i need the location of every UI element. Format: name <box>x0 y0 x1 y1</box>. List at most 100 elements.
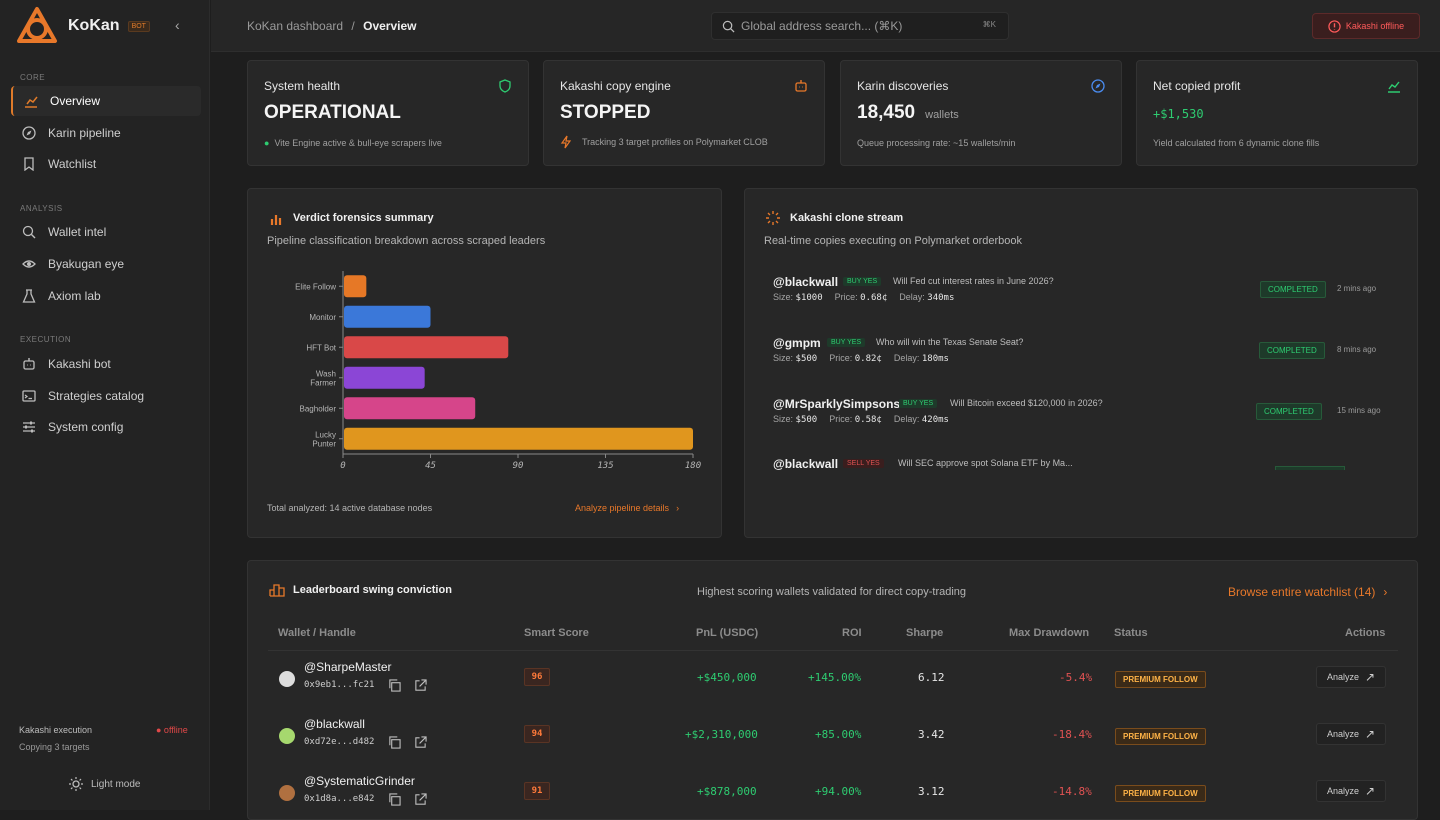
sliders-icon <box>22 420 36 434</box>
sidebar-item-label: Kakashi bot <box>48 357 111 371</box>
x-tick-label: 135 <box>597 461 613 471</box>
analyze-button[interactable]: Analyze ↗ <box>1316 723 1386 745</box>
bar-wash-farmer <box>344 366 425 389</box>
stat-card-net-profit: Net copied profit +$1,530 Yield calculat… <box>1136 60 1418 166</box>
x-tick-label: 180 <box>685 461 701 471</box>
sidebar-item-strategies-catalog[interactable]: Strategies catalog <box>11 381 201 411</box>
collapse-sidebar-icon[interactable]: ‹ <box>175 17 180 33</box>
stat-value: 18,450 wallets <box>857 102 959 123</box>
bolt-icon <box>560 135 572 149</box>
stream-meta: Size: $500 Price: 0.58¢ Delay: 420ms <box>773 414 949 425</box>
sidebar-item-system-config[interactable]: System config <box>11 412 201 442</box>
row-handle[interactable]: @blackwall <box>304 717 365 731</box>
stream-item[interactable]: @blackwall SELL YES Will SEC approve spo… <box>773 457 1383 470</box>
stat-sub: Yield calculated from 6 dynamic clone fi… <box>1153 138 1320 148</box>
copy-icon[interactable] <box>388 679 401 692</box>
col-sharpe[interactable]: Sharpe <box>906 627 944 639</box>
light-mode-toggle[interactable]: Light mode <box>68 776 140 792</box>
chart-icon <box>24 94 38 108</box>
eye-icon <box>22 257 36 271</box>
roi-value: +145.00% <box>808 671 861 684</box>
sidebar-item-watchlist[interactable]: Watchlist <box>11 149 201 179</box>
section-label-execution: EXECUTION <box>20 335 72 344</box>
col-roi[interactable]: ROI <box>842 627 862 639</box>
col-actions[interactable]: Actions <box>1345 627 1386 639</box>
sidebar: KoKan BOT ‹ CORE Overview Karin pipeline… <box>0 0 210 810</box>
stat-value: STOPPED <box>560 102 651 123</box>
search-input[interactable]: Global address search... (⌘K) ⌘K <box>711 12 1009 40</box>
sidebar-item-byakugan-eye[interactable]: Byakugan eye <box>11 249 201 279</box>
row-address: 0x1d8a...e842 <box>304 794 375 804</box>
kakashi-offline-button[interactable]: Kakashi offline <box>1312 13 1420 39</box>
chevron-right-icon: › <box>676 503 680 513</box>
breadcrumb: KoKan dashboard / Overview <box>247 19 416 33</box>
stream-item[interactable]: @gmpm BUY YES Who will win the Texas Sen… <box>773 336 1383 376</box>
sidebar-item-overview[interactable]: Overview <box>11 86 201 116</box>
analyze-button[interactable]: Analyze ↗ <box>1316 666 1386 688</box>
brand[interactable]: KoKan BOT <box>14 6 150 46</box>
x-tick-label: 90 <box>513 461 524 471</box>
smart-score-badge: 91 <box>524 782 550 800</box>
stat-title: Net copied profit <box>1153 79 1241 93</box>
sidebar-item-label: Karin pipeline <box>48 126 121 140</box>
stream-question: Who will win the Texas Senate Seat? <box>876 337 1024 347</box>
stream-handle: @MrSparklySimpsons <box>773 397 901 411</box>
analyze-button[interactable]: Analyze ↗ <box>1316 780 1386 802</box>
stream-item[interactable]: @blackwall BUY YES Will Fed cut interest… <box>773 275 1383 315</box>
col-pnl[interactable]: PnL (USDC) <box>696 627 759 639</box>
sharpe-value: 6.12 <box>918 671 945 684</box>
smart-score-badge: 96 <box>524 668 550 686</box>
verdict-panel: Verdict forensics summary Pipeline class… <box>247 188 722 538</box>
row-handle[interactable]: @SharpeMaster <box>304 660 392 674</box>
y-tick-label: Lucky Punter <box>312 430 336 448</box>
burst-icon <box>766 211 780 225</box>
arrow-up-right-icon: ↗ <box>1364 784 1376 798</box>
bot-icon <box>22 357 36 371</box>
stat-unit: wallets <box>925 109 959 121</box>
external-link-icon[interactable] <box>414 679 427 692</box>
external-link-icon[interactable] <box>414 793 427 806</box>
sidebar-item-label: System config <box>48 420 124 434</box>
row-handle[interactable]: @SystematicGrinder <box>304 774 415 788</box>
sidebar-item-label: Byakugan eye <box>48 257 125 271</box>
col-smart-score[interactable]: Smart Score <box>524 627 589 639</box>
completed-badge: COMPLETED <box>1256 403 1322 420</box>
sidebar-item-label: Wallet intel <box>48 225 107 239</box>
flask-icon <box>22 289 36 303</box>
row-address: 0x9eb1...fc21 <box>304 680 375 690</box>
verdict-chart: Elite Follow Monitor HFT Bot Wash Farmer Bagh… <box>295 271 701 471</box>
alert-icon <box>1328 19 1341 33</box>
stat-title: Karin discoveries <box>857 79 949 93</box>
analyze-pipeline-link[interactable]: Analyze pipeline details › <box>575 503 680 513</box>
col-status[interactable]: Status <box>1114 627 1148 639</box>
stream-item[interactable]: @MrSparklySimpsons BUY YES Will Bitcoin … <box>773 397 1383 437</box>
stream-handle: @blackwall <box>773 275 839 289</box>
side-badge: SELL YES <box>843 459 884 468</box>
side-badge: BUY YES <box>843 277 882 286</box>
browse-watchlist-link[interactable]: Browse entire watchlist (14) › <box>1228 585 1388 599</box>
sidebar-item-label: Overview <box>50 94 101 108</box>
sidebar-item-wallet-intel[interactable]: Wallet intel <box>11 217 201 247</box>
sharpe-value: 3.42 <box>918 728 945 741</box>
stat-title: Kakashi copy engine <box>560 79 671 93</box>
copy-icon[interactable] <box>388 736 401 749</box>
bar-chart-icon <box>270 215 282 225</box>
trend-icon <box>1388 81 1400 93</box>
stream-question: Will SEC approve spot Solana ETF by Ma..… <box>898 458 1073 468</box>
smart-score-badge: 94 <box>524 725 550 743</box>
col-max-drawdown[interactable]: Max Drawdown <box>1009 627 1090 639</box>
copy-icon[interactable] <box>388 793 401 806</box>
compass-icon <box>22 126 36 140</box>
completed-badge: COMPLETED <box>1260 281 1326 298</box>
row-address: 0xd72e...d482 <box>304 737 375 747</box>
stat-sub: ● Vite Engine active & bull-eye scrapers … <box>264 138 442 148</box>
sidebar-item-axiom-lab[interactable]: Axiom lab <box>11 281 201 311</box>
col-wallet[interactable]: Wallet / Handle <box>278 627 356 639</box>
external-link-icon[interactable] <box>414 736 427 749</box>
breadcrumb-root[interactable]: KoKan dashboard <box>247 19 344 33</box>
verdict-subtitle: Pipeline classification breakdown across… <box>267 235 546 247</box>
sidebar-item-kakashi-bot[interactable]: Kakashi bot <box>11 349 201 379</box>
sidebar-item-karin-pipeline[interactable]: Karin pipeline <box>11 118 201 148</box>
search-shortcut: ⌘K <box>982 20 996 29</box>
chevron-right-icon: › <box>1383 585 1388 599</box>
